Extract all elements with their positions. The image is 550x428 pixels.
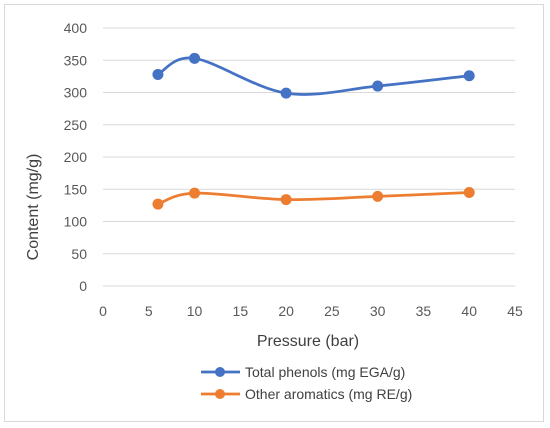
x-tick-label: 0	[99, 303, 107, 319]
x-tick-label: 15	[233, 303, 249, 319]
y-axis-title: Content (mg/g)	[25, 154, 42, 261]
gridlines	[103, 27, 515, 255]
legend-marker	[215, 389, 225, 399]
y-tick-label: 300	[64, 85, 88, 101]
y-tick-label: 150	[64, 181, 88, 197]
legend-label: Total phenols (mg EGA/g)	[245, 364, 405, 380]
x-tick-label: 30	[370, 303, 386, 319]
x-tick-label: 45	[507, 303, 523, 319]
x-tick-label: 5	[145, 303, 153, 319]
y-tick-label: 200	[64, 149, 88, 165]
legend-marker	[215, 367, 225, 377]
data-point	[372, 190, 384, 202]
data-point	[463, 186, 475, 198]
series-2	[152, 186, 475, 210]
data-point	[463, 70, 475, 82]
data-point	[280, 194, 292, 206]
x-tick-label: 40	[461, 303, 477, 319]
series-layer	[152, 52, 475, 210]
x-tick-label: 20	[278, 303, 294, 319]
legend: Total phenols (mg EGA/g) Other aromatics …	[201, 364, 412, 402]
data-point	[372, 80, 384, 92]
x-axis-title: Pressure (bar)	[257, 333, 359, 350]
x-tick-label: 10	[187, 303, 203, 319]
series-line	[156, 56, 471, 96]
y-tick-label: 350	[64, 52, 88, 68]
y-tick-label: 50	[71, 246, 87, 262]
x-tick-label: 25	[324, 303, 340, 319]
y-axis-ticks: 0 50 100 150 200 250 300 350 400	[64, 20, 88, 294]
legend-item: Total phenols (mg EGA/g)	[201, 364, 405, 380]
series-line	[156, 191, 471, 206]
data-point	[280, 87, 292, 99]
legend-label: Other aromatics (mg RE/g)	[245, 386, 412, 402]
data-point	[152, 198, 164, 210]
y-tick-label: 400	[64, 20, 88, 36]
series-1	[152, 52, 475, 99]
y-tick-label: 100	[64, 214, 88, 230]
x-axis-ticks: 0 5 10 15 20 25 30 35 40 45	[99, 303, 523, 319]
x-tick-label: 35	[416, 303, 432, 319]
data-point	[189, 187, 201, 199]
y-tick-label: 250	[64, 117, 88, 133]
y-tick-label: 0	[79, 278, 87, 294]
legend-item: Other aromatics (mg RE/g)	[201, 386, 412, 402]
data-point	[189, 52, 201, 64]
data-point	[152, 68, 164, 80]
chart-frame	[4, 4, 544, 422]
